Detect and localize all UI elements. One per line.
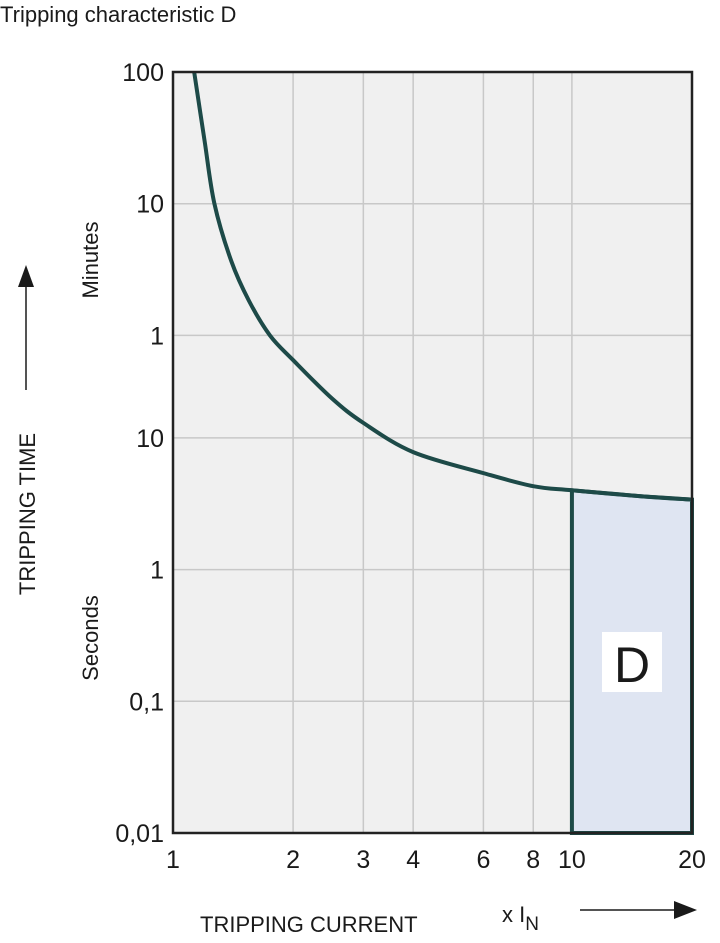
y-tick-label: 10 [136, 425, 164, 453]
x-tick-label: 1 [166, 846, 180, 874]
y-tick-label: 1 [150, 557, 164, 585]
y-arrow-head-icon [18, 265, 34, 287]
tripping-curve [192, 71, 693, 502]
region-label: D [614, 637, 650, 693]
x-tick-label: 6 [476, 846, 490, 874]
x-tick-label: 3 [356, 846, 370, 874]
y-section-minutes: Minutes [78, 221, 103, 298]
y-axis-label: TRIPPING TIME [15, 433, 40, 595]
y-tick-label: 0,1 [129, 688, 164, 716]
region-label-box [602, 632, 662, 692]
x-unit: x IN [502, 902, 539, 935]
x-tick-label: 10 [558, 846, 586, 874]
plot-frame [171, 70, 694, 835]
x-arrow-head-icon [674, 901, 697, 919]
x-tick-label: 8 [526, 846, 540, 874]
y-tick-label: 0,01 [115, 820, 164, 848]
y-section-seconds: Seconds [78, 595, 103, 681]
x-axis-label: TRIPPING CURRENT [200, 912, 418, 937]
y-ticks: 100 10 1 10 1 0,1 0,01 [115, 59, 164, 848]
x-tick-label: 20 [678, 846, 706, 874]
x-ticks: 1 2 3 4 6 8 10 20 [166, 846, 706, 874]
x-tick-label: 4 [406, 846, 420, 874]
chart-title: Tripping characteristic D [0, 2, 237, 27]
y-tick-label: 10 [136, 191, 164, 219]
y-tick-label: 1 [150, 322, 164, 350]
x-tick-label: 2 [286, 846, 300, 874]
y-tick-label: 100 [122, 59, 164, 87]
